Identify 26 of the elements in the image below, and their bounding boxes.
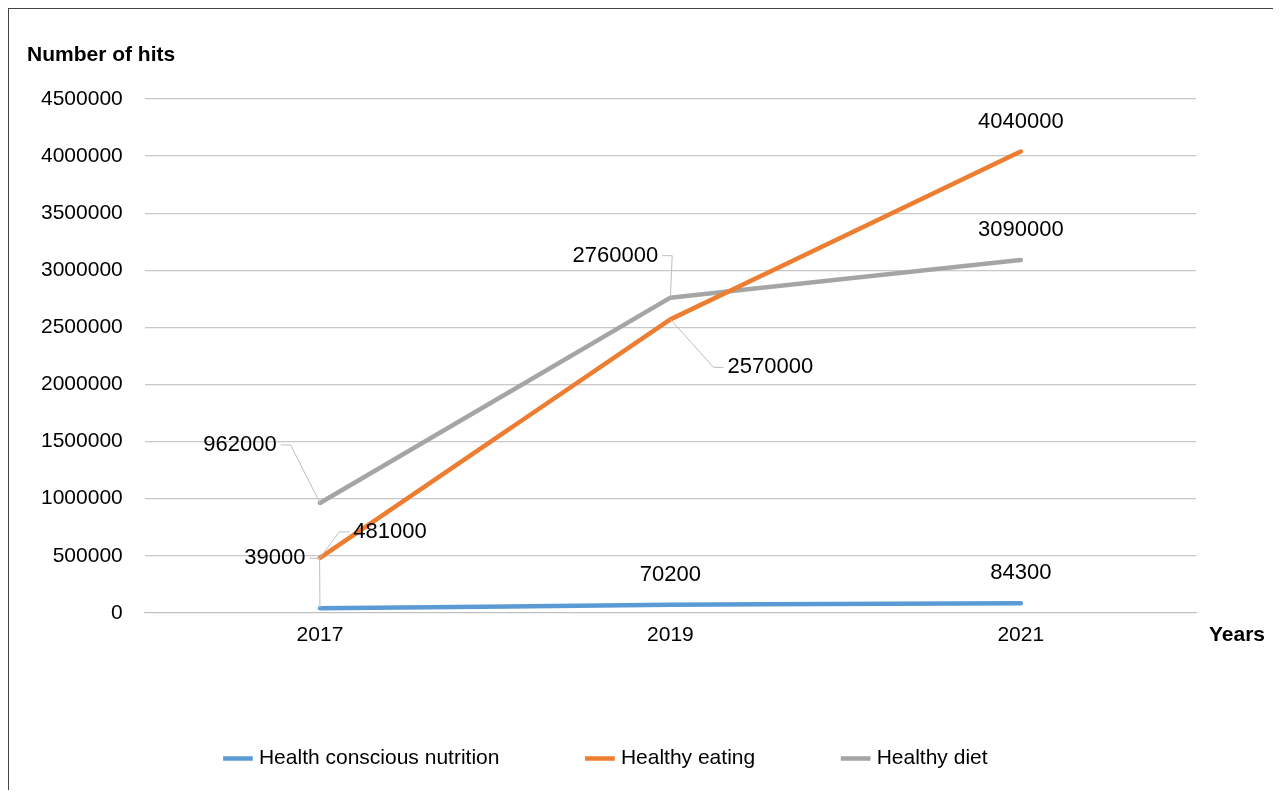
data-label: 2760000 [572,241,659,267]
x-tick-label: 2017 [296,622,344,646]
data-label: 84300 [990,559,1052,585]
x-tick-label: 2019 [647,622,694,646]
legend-label: Health conscious nutrition [258,745,500,769]
y-tick-label: 2500000 [40,314,123,338]
legend-label: Healthy diet [876,745,988,769]
y-tick-label: 3000000 [40,257,123,281]
data-label: 39000 [244,544,306,570]
y-tick-label: 1500000 [40,428,123,452]
y-tick-label: 4000000 [40,142,123,166]
y-tick-label: 500000 [52,542,123,566]
data-label: 2570000 [727,353,814,379]
data-label: 70200 [639,560,701,586]
y-tick-label: 0 [111,599,123,623]
y-tick-label: 2000000 [40,371,123,395]
x-tick-label: 2021 [997,622,1045,646]
y-tick-label: 1000000 [40,485,123,509]
y-tick-label: 4500000 [40,85,123,109]
data-label: 3090000 [977,216,1064,242]
legend-label: Healthy eating [620,745,756,769]
y-axis-title: Number of hits [27,41,176,65]
y-tick-label: 3500000 [40,199,123,223]
data-label: 4040000 [977,107,1064,133]
x-axis-title: Years [1208,621,1265,645]
data-label: 962000 [203,431,277,457]
